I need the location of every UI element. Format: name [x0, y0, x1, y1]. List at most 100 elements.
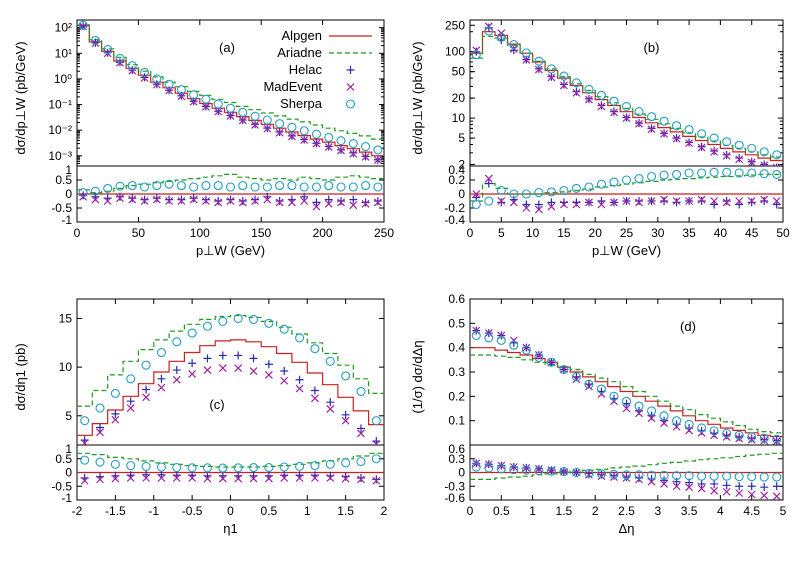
helac-ratio-point: [373, 197, 382, 205]
madevent-point: [263, 124, 272, 133]
sherpa-point: [262, 115, 272, 125]
sherpa-point: [341, 371, 351, 381]
x-axis-label: Δη: [619, 521, 635, 536]
sherpa-ratio-point: [336, 182, 346, 192]
sherpa-point: [509, 340, 519, 350]
madevent-ratio-point: [373, 198, 382, 207]
sherpa-point: [546, 64, 556, 74]
madevent-ratio-point: [672, 197, 681, 205]
sherpa-ratio-point: [127, 181, 137, 191]
helac-point: [722, 150, 731, 159]
madevent-point: [341, 416, 350, 425]
y-axis-label: dσ/dp⊥W (pb/GeV): [13, 41, 28, 154]
y-tick-label: 20: [452, 91, 466, 105]
madevent-point: [585, 95, 593, 104]
sherpa-point: [126, 374, 136, 384]
helac-ratio-point: [672, 477, 681, 486]
madevent-ratio-point: [249, 474, 258, 483]
sherpa-point: [471, 50, 481, 60]
sherpa-point: [734, 430, 744, 440]
sherpa-ratio-point: [546, 466, 556, 476]
helac-ratio-point: [226, 195, 235, 204]
madevent-ratio-point: [760, 195, 769, 204]
x-tick-label: 40: [714, 226, 728, 240]
sherpa-point: [356, 386, 366, 397]
y-tick-label: 250: [445, 18, 465, 32]
sherpa-point: [164, 79, 174, 89]
x-tick-label: 5: [498, 226, 505, 240]
madevent-ratio-point: [597, 472, 606, 481]
y-tick-label: 10⁻²: [48, 123, 72, 137]
helac-point: [509, 46, 518, 55]
madevent-point: [735, 434, 744, 443]
sherpa-point: [325, 356, 335, 366]
sherpa-ratio-point: [571, 183, 581, 193]
helac-ratio-point: [584, 469, 593, 478]
y-tick-label: 0.5: [448, 316, 465, 330]
madevent-point: [128, 66, 137, 75]
sherpa-point: [275, 119, 285, 129]
madevent-ratio-point: [509, 198, 518, 207]
madevent-point: [760, 436, 769, 445]
madevent-point: [324, 143, 333, 151]
sherpa-ratio-point: [684, 471, 694, 481]
madevent-ratio-point: [264, 474, 273, 483]
helac-ratio-point: [760, 197, 769, 205]
madevent-ratio-point: [685, 483, 694, 492]
helac-ratio-point: [349, 195, 358, 204]
sherpa-ratio-point: [621, 470, 632, 480]
madevent-ratio-point: [337, 198, 345, 207]
main-series: [470, 326, 783, 445]
ratio-tick-label: -1: [61, 491, 72, 505]
sherpa-ratio-point: [747, 472, 757, 482]
sherpa-ratio-point: [496, 464, 506, 474]
helac-point: [326, 398, 335, 407]
madevent-point: [635, 409, 643, 418]
madevent-ratio-point: [128, 195, 137, 204]
ratio-tick-label: 0.4: [448, 163, 465, 177]
madevent-point: [772, 437, 781, 445]
madevent-ratio-point: [572, 200, 581, 209]
helac-point: [710, 146, 719, 155]
x-tick-label: 0: [467, 504, 474, 518]
sherpa-ratio-point: [571, 467, 581, 478]
sherpa-ratio-point: [496, 185, 506, 196]
ariadne-ratio-histogram: [470, 452, 783, 480]
madevent-ratio-point: [312, 202, 321, 211]
madevent-ratio-point: [747, 197, 756, 205]
ratio-tick-label: 0: [458, 187, 465, 201]
madevent-point: [275, 128, 284, 137]
helac-point: [722, 431, 731, 440]
y-axis-label: (1/σ) dσ/dΔη: [410, 340, 425, 413]
madevent-point: [610, 397, 618, 406]
legend-swatch: [346, 83, 355, 91]
sherpa-ratio-point: [559, 467, 569, 477]
sherpa-ratio-point: [484, 196, 494, 206]
madevent-ratio-point: [234, 474, 243, 483]
sherpa-point: [672, 121, 682, 131]
sherpa-point: [287, 122, 297, 132]
helac-point: [111, 409, 120, 418]
panel-b: 0 5 10 15 20 25 30 35 40 45 5025102050100250-0.4-0…: [410, 18, 790, 258]
madevent-ratio-point: [635, 198, 643, 207]
x-tick-label: -0.5: [182, 504, 203, 518]
sherpa-point: [336, 136, 346, 146]
helac-point: [349, 148, 358, 157]
x-tick-label: 45: [745, 226, 759, 240]
main-series: [77, 313, 384, 445]
sherpa-point: [646, 406, 657, 416]
madevent-ratio-point: [172, 474, 181, 482]
helac-ratio-point: [152, 194, 161, 203]
sherpa-ratio-point: [202, 463, 213, 473]
sherpa-ratio-point: [734, 168, 744, 178]
madevent-point: [218, 364, 227, 373]
helac-point: [341, 410, 350, 419]
ratio-tick-label: -0.5: [51, 201, 72, 215]
panel-label: (a): [219, 40, 235, 55]
madevent-point: [188, 370, 197, 378]
madevent-point: [534, 65, 543, 74]
madevent-ratio-point: [772, 492, 781, 500]
madevent-ratio-point: [772, 197, 781, 205]
madevent-point: [312, 139, 321, 148]
